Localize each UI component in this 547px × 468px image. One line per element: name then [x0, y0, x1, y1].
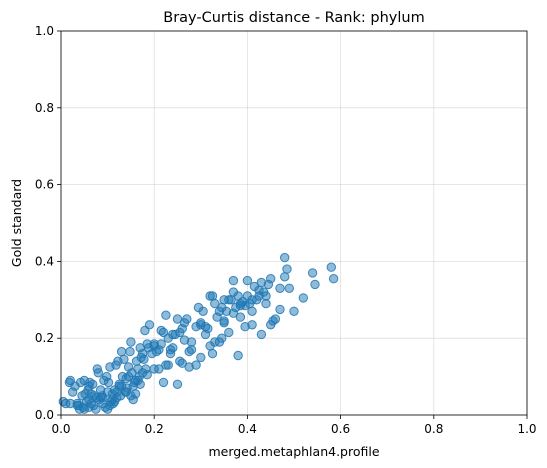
data-point [307, 268, 318, 278]
chart-title: Bray-Curtis distance - Rank: phylum [163, 10, 424, 26]
data-point [196, 352, 206, 363]
data-point [158, 377, 169, 388]
data-point [214, 337, 225, 347]
data-point [126, 391, 136, 401]
x-axis-label: merged.metaphlan4.profile [208, 444, 379, 459]
data-point [207, 348, 218, 359]
data-point [282, 264, 292, 274]
data-point [280, 272, 290, 282]
data-point [103, 377, 114, 388]
y-tick-label: 1.0 [35, 24, 54, 38]
data-point [137, 368, 148, 378]
data-point [284, 283, 294, 293]
data-point [210, 298, 220, 309]
data-point [156, 339, 166, 349]
data-point [200, 322, 211, 332]
data-point [254, 291, 264, 301]
data-point [172, 314, 183, 324]
y-tick-label: 0.6 [35, 178, 54, 192]
y-tick-label: 0.0 [35, 408, 54, 422]
data-point [233, 350, 243, 361]
data-point [84, 381, 94, 391]
data-point [161, 310, 171, 320]
y-tick-label: 0.8 [35, 101, 54, 115]
y-tick-label: 0.4 [35, 254, 54, 268]
data-point [86, 389, 97, 399]
data-point [310, 279, 320, 290]
x-tick-label: 0.6 [331, 422, 350, 436]
data-point [268, 316, 278, 326]
y-axis-label: Gold standard [9, 179, 24, 267]
data-point [172, 379, 183, 389]
data-point [261, 298, 271, 309]
data-point [91, 404, 101, 414]
data-point [266, 274, 276, 284]
x-tick-label: 0.2 [145, 422, 164, 436]
data-point [79, 404, 90, 414]
grid [60, 30, 528, 416]
data-point [193, 302, 204, 313]
plot-frame [60, 30, 528, 416]
data-point [219, 318, 229, 328]
data-point [228, 308, 239, 318]
data-point [326, 262, 336, 272]
x-tick-label: 1.0 [517, 422, 536, 436]
data-point [242, 291, 253, 301]
data-point [328, 274, 339, 284]
data-point [298, 293, 308, 303]
x-tick-label: 0.0 [51, 422, 70, 436]
data-point [149, 364, 159, 374]
data-point [105, 400, 115, 411]
data-point [165, 345, 176, 355]
data-point [242, 275, 253, 286]
x-tick-label: 0.8 [424, 422, 443, 436]
data-point [116, 346, 127, 357]
axis-ticks: 0.0 0.2 0.4 0.6 0.8 1.0 0.0 0.2 0.4 0.6 0.8 1.0 [35, 24, 537, 436]
data-points [58, 252, 339, 414]
data-point [93, 368, 104, 378]
data-point [144, 320, 155, 330]
data-point [125, 346, 135, 357]
data-point [161, 360, 171, 370]
data-point [235, 300, 246, 311]
data-point [247, 320, 257, 330]
data-point [256, 329, 267, 340]
data-point [205, 291, 215, 301]
data-point [235, 312, 246, 322]
data-point [186, 345, 197, 355]
data-point [126, 337, 136, 347]
data-point [186, 337, 197, 347]
data-point [247, 306, 257, 316]
data-point [289, 306, 299, 316]
data-point [224, 327, 234, 338]
y-tick-label: 0.2 [35, 331, 54, 345]
data-point [119, 354, 129, 364]
data-point [219, 295, 229, 305]
data-point [177, 358, 187, 368]
x-tick-label: 0.4 [238, 422, 257, 436]
data-point [139, 354, 149, 364]
data-point [114, 381, 125, 391]
data-point [179, 318, 190, 328]
data-point [123, 371, 134, 382]
data-point [275, 304, 285, 315]
data-point [280, 252, 290, 263]
data-point [228, 275, 239, 286]
data-point [275, 283, 285, 293]
data-point [95, 393, 106, 403]
data-point [168, 329, 178, 340]
data-point [65, 398, 76, 409]
data-point [135, 379, 145, 389]
data-point [191, 360, 201, 370]
